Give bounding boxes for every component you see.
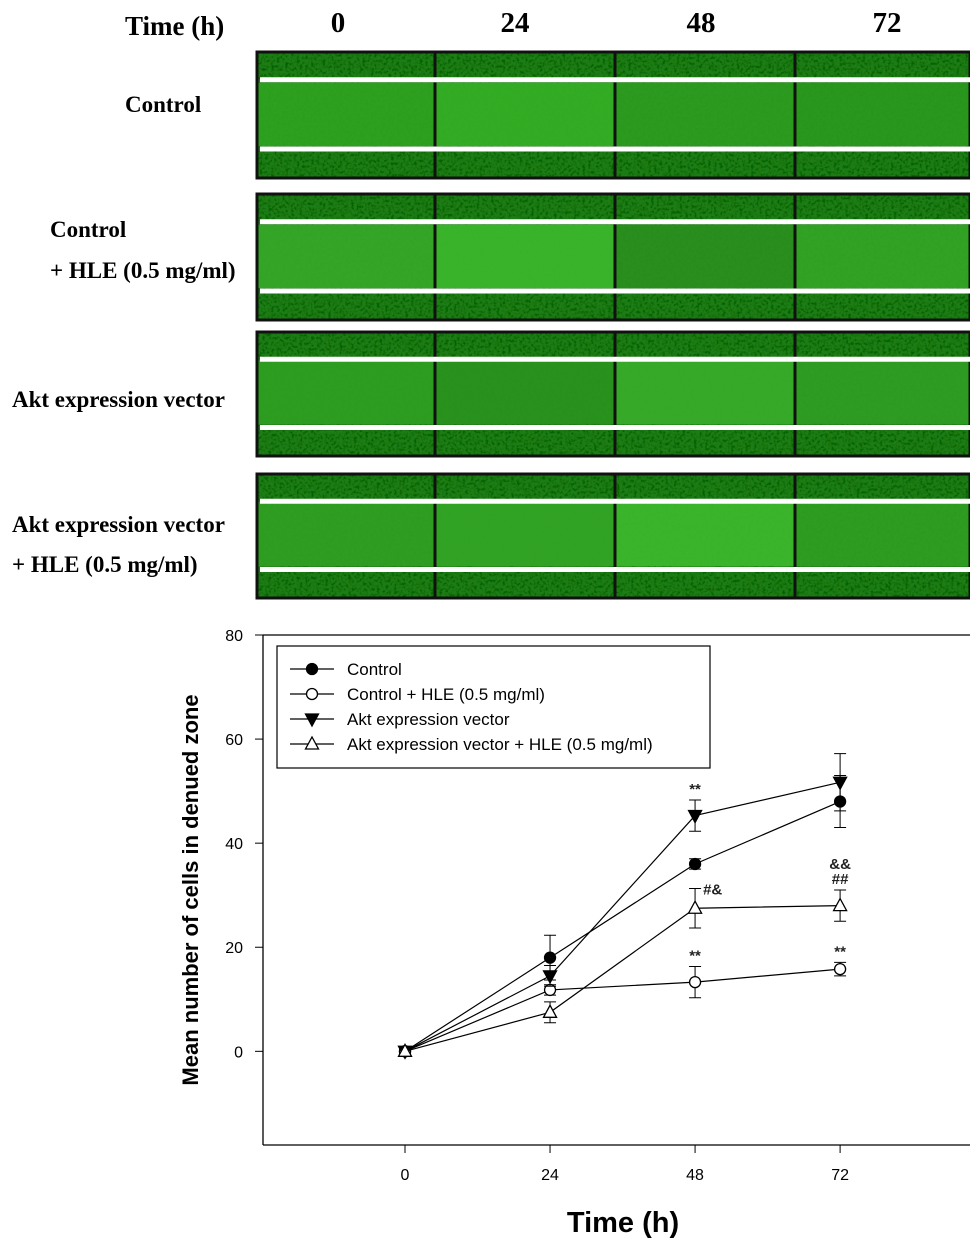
marker (545, 952, 556, 963)
row-label: + HLE (0.5 mg/ml) (50, 258, 236, 283)
micrograph (435, 194, 615, 320)
wound-zone (257, 83, 435, 146)
series-line (405, 782, 840, 1051)
row-label: Akt expression vector (12, 387, 225, 412)
wound-zone (257, 502, 435, 567)
wound-zone (435, 360, 615, 425)
significance-label: #& (703, 881, 722, 898)
series-line (405, 969, 840, 1051)
micrograph (615, 474, 795, 598)
row-label: Control (50, 217, 126, 242)
panel-header: Time (h) (125, 11, 224, 41)
column-label: 48 (687, 7, 716, 39)
series (399, 776, 846, 1057)
micrograph (615, 52, 795, 178)
micrograph (257, 474, 435, 598)
figure: Time (h) 0 24 48 72 Control Control + HLE (0.5 … (0, 0, 970, 1241)
marker (544, 971, 557, 983)
legend-label: Akt expression vector (347, 710, 510, 729)
legend-label: Control + HLE (0.5 mg/ml) (347, 685, 545, 704)
wound-zone (435, 83, 615, 146)
chart: 0 20 40 60 80 0 24 48 72 Time (h) Mean number of c… (178, 628, 970, 1239)
micrograph (615, 332, 795, 456)
x-tick-label: 48 (686, 1167, 704, 1184)
micrograph (615, 194, 795, 320)
y-tick-label: 20 (225, 940, 243, 957)
row-label: Control (125, 92, 201, 117)
series: #&&&## (399, 856, 852, 1056)
row-label: + HLE (0.5 mg/ml) (12, 552, 198, 577)
column-label: 72 (873, 7, 902, 39)
wound-zone (795, 502, 970, 567)
micrograph (435, 52, 615, 178)
micrograph (435, 474, 615, 598)
significance-label: ** (689, 781, 701, 798)
marker (544, 1005, 557, 1017)
legend-label: Control (347, 660, 402, 679)
micrograph (795, 194, 970, 320)
series-line (405, 802, 840, 1052)
x-tick-label: 0 (401, 1167, 410, 1184)
wound-zone (795, 83, 970, 146)
wound-zone (435, 225, 615, 288)
significance-label: ** (689, 948, 701, 965)
wound-zone (435, 502, 615, 567)
wound-zone (257, 225, 435, 288)
micrograph (257, 52, 435, 178)
legend-label: Akt expression vector + HLE (0.5 mg/ml) (347, 735, 653, 754)
significance-label: ## (832, 871, 849, 888)
marker (835, 964, 846, 975)
micrograph (795, 52, 970, 178)
wound-zone (795, 225, 970, 288)
marker (690, 977, 701, 988)
y-axis-label: Mean number of cells in denued zone (178, 694, 203, 1085)
micrograph (257, 332, 435, 456)
marker (689, 901, 702, 913)
micrograph (795, 332, 970, 456)
micrograph (257, 194, 435, 320)
wound-zone (615, 83, 795, 146)
marker (690, 858, 701, 869)
wound-zone (257, 360, 435, 425)
column-label: 24 (501, 7, 530, 39)
series-line (405, 906, 840, 1052)
y-tick-label: 0 (234, 1044, 243, 1061)
x-axis-label: Time (h) (567, 1207, 679, 1239)
x-tick-label: 72 (831, 1167, 849, 1184)
marker (834, 899, 847, 911)
significance-label: ** (834, 943, 846, 960)
wound-zone (795, 360, 970, 425)
wound-zone (615, 360, 795, 425)
legend: Control Control + HLE (0.5 mg/ml) Akt expr… (277, 646, 710, 768)
marker (307, 689, 318, 700)
wound-zone (615, 225, 795, 288)
marker (307, 664, 318, 675)
x-tick-label: 24 (541, 1167, 559, 1184)
micrograph (435, 332, 615, 456)
image-panel: Time (h) 0 24 48 72 Control Control + HLE (0.5 … (12, 7, 970, 598)
column-label: 0 (331, 7, 346, 39)
wound-zone (615, 502, 795, 567)
y-tick-label: 80 (225, 628, 243, 645)
y-tick-label: 40 (225, 836, 243, 853)
row-label: Akt expression vector (12, 512, 225, 537)
micrograph (795, 474, 970, 598)
y-tick-label: 60 (225, 732, 243, 749)
